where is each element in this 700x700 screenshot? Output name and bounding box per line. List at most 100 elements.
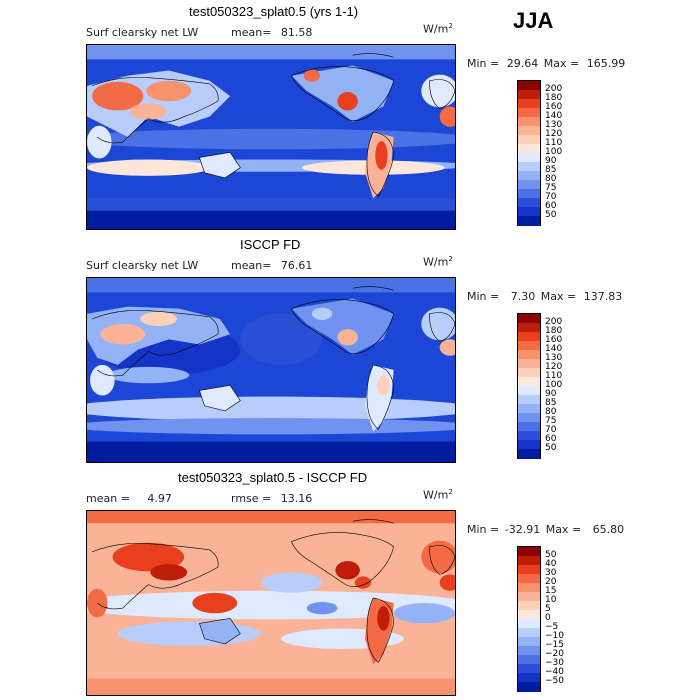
legend-swatch xyxy=(518,664,540,674)
legend-swatch xyxy=(518,449,540,459)
legend-swatch xyxy=(518,628,540,638)
legend-swatch xyxy=(518,117,540,127)
panel1-mean: mean= 81.58 xyxy=(231,26,312,39)
panel3-units-text: W/m xyxy=(423,488,449,502)
legend-level-label: 50 xyxy=(545,209,557,220)
panel1-legend xyxy=(517,80,541,226)
panel3-units: W/m2 xyxy=(423,488,453,502)
legend-swatch xyxy=(518,547,540,557)
legend-swatch xyxy=(518,422,540,432)
panel2-units-exp: 2 xyxy=(448,255,453,263)
panel2-variable: Surf clearsky net LW xyxy=(86,259,199,272)
legend-level-label: 85 xyxy=(545,397,557,408)
legend-level-label: 180 xyxy=(545,325,563,336)
legend-level-label: 80 xyxy=(545,173,557,184)
legend-level-label: 100 xyxy=(545,379,563,390)
panel1-minmax: Min = 29.64 Max = 165.99 xyxy=(467,57,625,70)
legend-swatch xyxy=(518,171,540,181)
legend-swatch xyxy=(518,314,540,324)
panel2-legend xyxy=(517,313,541,459)
panel3-mean-label: mean = xyxy=(86,492,130,505)
legend-level-label: 70 xyxy=(545,191,557,202)
legend-swatch xyxy=(518,592,540,602)
legend-swatch xyxy=(518,583,540,593)
legend-level-label: 130 xyxy=(545,119,563,130)
legend-level-label: 30 xyxy=(545,567,557,578)
panel2-units-text: W/m xyxy=(423,255,449,269)
legend-swatch xyxy=(518,386,540,396)
legend-swatch xyxy=(518,162,540,172)
legend-level-label: 10 xyxy=(545,594,557,605)
panel1-units: W/m2 xyxy=(423,22,453,36)
season-label: JJA xyxy=(513,8,554,33)
legend-swatch xyxy=(518,216,540,226)
panel3-legend xyxy=(517,546,541,692)
legend-level-label: 60 xyxy=(545,433,557,444)
panel1-map xyxy=(86,44,456,230)
legend-level-label: 160 xyxy=(545,101,563,112)
legend-swatch xyxy=(518,108,540,118)
panel2-mean-label: mean= xyxy=(231,259,272,272)
legend-swatch xyxy=(518,431,540,441)
legend-swatch xyxy=(518,413,540,423)
legend-level-label: 180 xyxy=(545,92,563,103)
legend-level-label: 120 xyxy=(545,128,563,139)
legend-swatch xyxy=(518,565,540,575)
panel3-mean-value: 4.97 xyxy=(147,492,172,505)
legend-swatch xyxy=(518,574,540,584)
panel1-min-value: 29.64 xyxy=(506,57,539,70)
legend-swatch xyxy=(518,126,540,136)
panel2-title: ISCCP FD xyxy=(240,237,301,252)
panel1-units-text: W/m xyxy=(423,22,449,36)
panel2-max-value: 137.83 xyxy=(583,290,623,303)
legend-swatch xyxy=(518,682,540,692)
legend-swatch xyxy=(518,323,540,333)
panel1-min-label: Min = xyxy=(467,57,500,70)
panel3-rmse: rmse = 13.16 xyxy=(231,492,312,505)
panel3-units-exp: 2 xyxy=(448,488,453,496)
panel2-max-label: Max = xyxy=(540,290,577,303)
legend-swatch xyxy=(518,81,540,91)
legend-level-label: −50 xyxy=(545,675,564,686)
legend-swatch xyxy=(518,655,540,665)
legend-swatch xyxy=(518,610,540,620)
panel1-variable: Surf clearsky net LW xyxy=(86,26,199,39)
panel1-mean-value: 81.58 xyxy=(280,26,313,39)
panel3-map xyxy=(86,510,456,696)
legend-swatch xyxy=(518,646,540,656)
legend-level-label: 40 xyxy=(545,558,557,569)
panel1-title: test050323_splat0.5 (yrs 1-1) xyxy=(189,4,359,19)
legend-level-label: 75 xyxy=(545,415,557,426)
legend-level-label: 160 xyxy=(545,334,563,345)
legend-level-label: 75 xyxy=(545,182,557,193)
panel1-max-value: 165.99 xyxy=(586,57,626,70)
panel2-min-value: 7.30 xyxy=(510,290,536,303)
panel3-min-value: -32.91 xyxy=(504,523,541,536)
legend-swatch xyxy=(518,673,540,683)
legend-swatch xyxy=(518,90,540,100)
legend-swatch xyxy=(518,556,540,566)
legend-swatch xyxy=(518,341,540,351)
panel2-map xyxy=(86,277,456,463)
legend-level-label: 20 xyxy=(545,576,557,587)
legend-level-label: −40 xyxy=(545,666,564,677)
panel3-max-label: Max = xyxy=(545,523,582,536)
legend-swatch xyxy=(518,189,540,199)
legend-level-label: 90 xyxy=(545,155,557,166)
legend-swatch xyxy=(518,619,540,629)
panel2-min-label: Min = xyxy=(467,290,500,303)
legend-swatch xyxy=(518,601,540,611)
panel3-rmse-value: 13.16 xyxy=(280,492,313,505)
legend-level-label: −5 xyxy=(545,621,559,632)
legend-swatch xyxy=(518,153,540,163)
legend-level-label: 50 xyxy=(545,549,557,560)
panel3-title: test050323_splat0.5 - ISCCP FD xyxy=(178,470,368,485)
panel2-mean-value: 76.61 xyxy=(280,259,313,272)
legend-level-label: 200 xyxy=(545,316,563,327)
panel2-mean: mean= 76.61 xyxy=(231,259,312,272)
panel3-rmse-label: rmse = xyxy=(231,492,272,505)
panel1-max-label: Max = xyxy=(543,57,580,70)
panel3-minmax: Min = -32.91 Max = 65.80 xyxy=(467,523,624,536)
legend-level-label: −15 xyxy=(545,639,564,650)
panel3-max-value: 65.80 xyxy=(592,523,625,536)
